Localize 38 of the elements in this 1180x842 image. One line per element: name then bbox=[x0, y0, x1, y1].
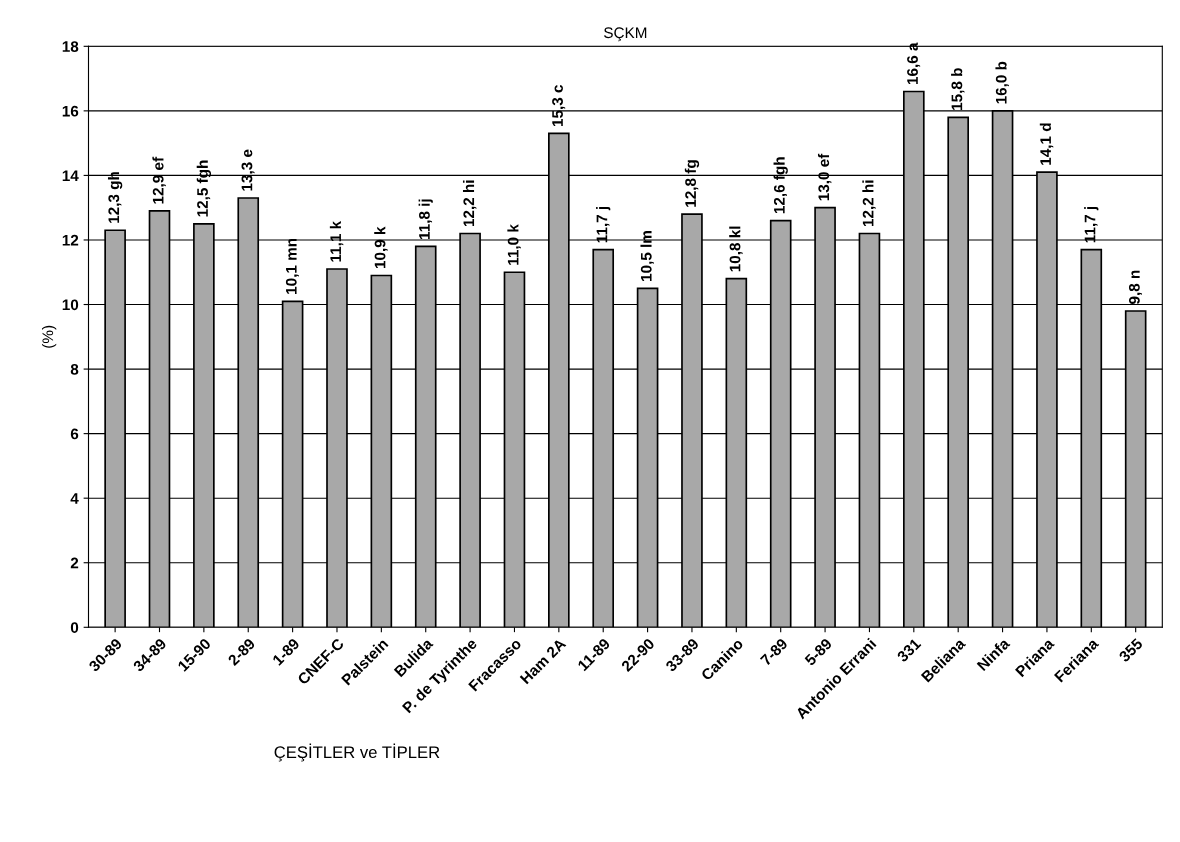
x-axis-title: ÇEŞİTLER ve TİPLER bbox=[274, 743, 440, 762]
data-label: 16,0 b bbox=[995, 61, 1009, 104]
data-label: 11,8 ij bbox=[418, 199, 433, 240]
data-label: 15,8 b bbox=[951, 68, 965, 110]
data-label: 9,8 n bbox=[1128, 270, 1142, 304]
x-tick-label: 331 bbox=[896, 637, 922, 663]
data-label: 13,3 e bbox=[241, 149, 255, 191]
chart-title: SÇKM bbox=[604, 27, 647, 42]
y-axis-title: (%) bbox=[41, 325, 57, 348]
y-tick-label: 8 bbox=[70, 363, 79, 375]
y-tick-label: 12 bbox=[62, 234, 79, 246]
data-label: 11,7 j bbox=[1084, 206, 1099, 243]
data-label: 15,3 c bbox=[552, 84, 566, 127]
data-label: 11,0 k bbox=[507, 224, 521, 265]
data-label: 10,9 k bbox=[374, 226, 388, 269]
data-label: 16,6 a bbox=[907, 42, 921, 85]
y-tick-label: 2 bbox=[70, 557, 79, 569]
data-label: 10,5 lm bbox=[640, 231, 654, 281]
data-label: 13,0 ef bbox=[817, 153, 832, 201]
y-tick-label: 4 bbox=[70, 493, 79, 504]
y-tick-label: 0 bbox=[70, 622, 79, 633]
data-label: 11,7 j bbox=[596, 206, 611, 243]
data-label: 10,8 kl bbox=[729, 226, 743, 272]
data-label: 12,2 hi bbox=[862, 180, 876, 227]
data-label: 11,1 k bbox=[329, 220, 344, 262]
y-tick-label: 16 bbox=[62, 105, 79, 117]
y-tick-label: 14 bbox=[62, 170, 79, 181]
y-tick-label: 10 bbox=[62, 299, 79, 311]
data-label: 10,1 mn bbox=[285, 238, 299, 294]
y-tick-label: 18 bbox=[62, 41, 79, 52]
data-label: 12,2 hi bbox=[462, 180, 477, 227]
y-tick-label: 6 bbox=[70, 428, 79, 440]
data-label: 12,9 ef bbox=[152, 156, 166, 204]
data-label: 12,6 fgh bbox=[773, 157, 788, 214]
data-label: 12,8 fg bbox=[684, 160, 700, 207]
data-label: 14,1 d bbox=[1039, 123, 1054, 165]
data-label: 12,3 gh bbox=[107, 172, 123, 223]
x-tick-label: 355 bbox=[1118, 637, 1144, 663]
